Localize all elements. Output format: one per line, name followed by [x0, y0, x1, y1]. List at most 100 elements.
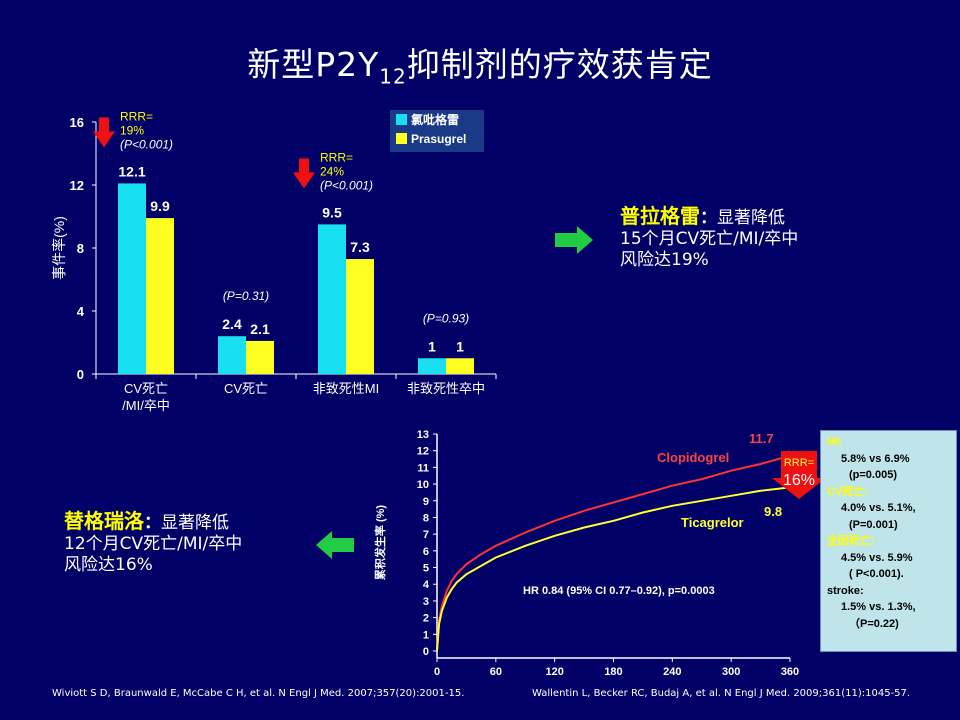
ticagrelor-curve: [436, 486, 791, 652]
ticagrelor-line2: 12个月CV死亡/MI/卒中: [64, 534, 243, 554]
bar-prasugrel: [146, 218, 174, 374]
prasugrel-name: 普拉格雷: [620, 204, 700, 228]
info-cv-p: (P=0.001): [849, 518, 898, 531]
bar-category-label: /MI/卒中: [122, 398, 170, 413]
red-down-arrow-icon: [293, 158, 315, 189]
km-y-tick-label: 3: [423, 596, 429, 608]
bar-category-label: 非致死性MI: [313, 381, 379, 396]
bar-prasugrel: [346, 259, 374, 374]
info-stroke-key: stroke:: [827, 584, 864, 597]
bar-value-label: 12.1: [118, 163, 145, 179]
info-box: MI: 5.8% vs 6.9% (p=0.005) CV死亡: 4.0% vs…: [820, 430, 957, 652]
km-y-tick-label: 10: [417, 479, 429, 491]
bar-value-label: 2.1: [250, 321, 270, 337]
citation-right: Wallentin L, Becker RC, Budaj A, et al. …: [532, 688, 911, 699]
bar-y-axis-title: 事件率(%): [51, 216, 67, 280]
slide-title: 新型P2Y12抑制剂的疗效获肯定: [0, 38, 960, 89]
km-y-tick-label: 0: [423, 646, 429, 658]
bar-value-label: 9.5: [322, 204, 342, 220]
bar-category-label: CV死亡: [124, 381, 168, 396]
km-y-tick-label: 7: [423, 529, 429, 541]
km-y-tick-label: 13: [417, 429, 429, 441]
prasugrel-line3: 风险达19%: [620, 250, 709, 270]
km-y-tick-label: 4: [423, 579, 430, 591]
km-y-tick-label: 9: [423, 496, 429, 508]
info-mi-p: (p=0.005): [849, 469, 897, 481]
km-x-tick-label: 240: [663, 666, 681, 678]
title-subscript: 12: [379, 64, 407, 89]
p-value-label: (P=0.93): [423, 311, 469, 325]
clopidogrel-end-value: 11.7: [749, 431, 774, 446]
rrr-label: RRR=: [120, 109, 153, 123]
km-x-tick-label: 60: [490, 666, 502, 678]
info-mi-key: MI:: [827, 436, 843, 448]
bar-y-tick-label: 16: [70, 115, 84, 130]
bar-y-tick-label: 4: [77, 304, 85, 319]
bar-value-label: 9.9: [150, 198, 170, 214]
bar-category-label: CV死亡: [224, 381, 268, 396]
rrr-red-arrow-icon: [772, 451, 820, 499]
hr-annotation: HR 0.84 (95% CI 0.77–0.92), p=0.0003: [523, 585, 715, 597]
citation-left: Wiviott S D, Braunwald E, McCabe C H, et…: [52, 688, 465, 699]
info-stroke-p: （P=0.22): [849, 617, 899, 630]
bar-clopidogrel: [118, 183, 146, 374]
bar-value-label: 1: [456, 338, 464, 354]
info-stroke-value: 1.5% vs. 1.3%,: [841, 601, 916, 613]
km-x-tick-label: 120: [545, 666, 563, 678]
bar-y-tick-label: 8: [77, 241, 84, 256]
info-mi-value: 5.8% vs 6.9%: [841, 452, 910, 465]
info-all-p: ( P<0.001).: [849, 568, 904, 580]
km-y-tick-label: 11: [417, 462, 429, 474]
info-all-key: 全因死亡:: [827, 535, 875, 547]
ticagrelor-name: 替格瑞洛: [64, 509, 144, 533]
ticagrelor-summary: 替格瑞洛：显著降低 12个月CV死亡/MI/卒中 风险达16%: [64, 511, 304, 576]
prasugrel-line2: 15个月CV死亡/MI/卒中: [620, 229, 799, 249]
ticagrelor-line3: 风险达16%: [64, 555, 153, 575]
prasugrel-line1: 显著降低: [717, 208, 785, 228]
km-y-tick-label: 5: [423, 563, 429, 575]
km-y-tick-label: 8: [423, 512, 429, 524]
bar-clopidogrel: [218, 336, 246, 374]
km-y-tick-label: 2: [423, 613, 429, 625]
p-value-label: (P<0.001): [320, 178, 373, 192]
bar-value-label: 2.4: [222, 316, 242, 332]
legend-label: Prasugrel: [411, 132, 466, 146]
bar-legend: 氯吡格雷 Prasugrel: [390, 110, 484, 152]
km-x-tick-label: 360: [781, 666, 799, 678]
km-x-tick-label: 180: [604, 666, 622, 678]
km-y-tick-label: 12: [417, 446, 429, 458]
ticagrelor-end-value: 9.8: [764, 504, 782, 519]
info-cv-value: 4.0% vs. 5.1%,: [841, 502, 916, 514]
ticagrelor-series-label: Ticagrelor: [681, 515, 744, 530]
km-x-tick-label: 0: [434, 666, 440, 678]
km-y-axis-title: 累积发生率 (%): [373, 505, 387, 580]
ticagrelor-colon: ：: [144, 513, 161, 533]
legend-label: 氯吡格雷: [411, 112, 459, 127]
legend-swatch: [396, 133, 407, 144]
bar-prasugrel: [246, 340, 274, 374]
bar-y-tick-label: 0: [77, 367, 84, 382]
prasugrel-summary: 普拉格雷：显著降低 15个月CV死亡/MI/卒中 风险达19%: [620, 206, 850, 271]
bar-prasugrel: [446, 358, 474, 374]
km-rrr-value: 16%: [783, 472, 815, 489]
km-x-tick-label: 300: [722, 666, 740, 678]
ticagrelor-line1: 显著降低: [161, 513, 229, 533]
green-arrow-right-icon: [555, 226, 593, 254]
info-cv-key: CV死亡:: [827, 485, 868, 498]
p-value-label: (P=0.31): [223, 289, 269, 303]
info-all-value: 4.5% vs. 5.9%: [841, 551, 913, 564]
rrr-value: 24%: [320, 164, 344, 178]
prasugrel-colon: ：: [700, 208, 717, 228]
title-text-end: 抑制剂的疗效获肯定: [406, 45, 713, 84]
bar-y-tick-label: 12: [70, 178, 84, 193]
bar-value-label: 7.3: [350, 239, 370, 255]
red-down-arrow-icon: [93, 117, 115, 148]
legend-swatch: [396, 114, 407, 125]
rrr-value: 19%: [120, 123, 144, 137]
clopidogrel-curve: [436, 454, 791, 652]
green-arrow-left-icon: [316, 531, 354, 559]
bar-clopidogrel: [418, 358, 446, 374]
title-text: 新型P2Y: [247, 45, 380, 84]
